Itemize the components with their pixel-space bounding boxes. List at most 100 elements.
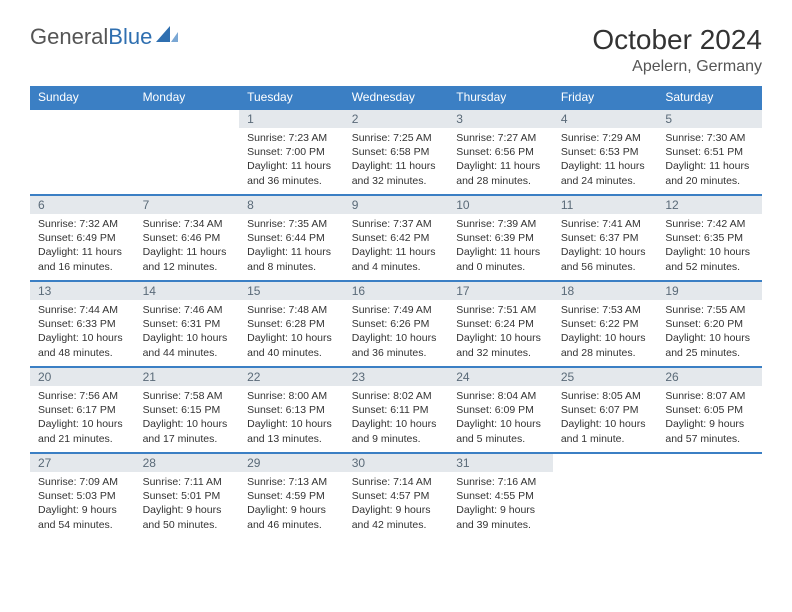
day-info: Sunrise: 7:39 AMSunset: 6:39 PMDaylight:… xyxy=(448,214,553,278)
calendar-day-cell: 16Sunrise: 7:49 AMSunset: 6:26 PMDayligh… xyxy=(344,281,449,367)
day-info: Sunrise: 8:05 AMSunset: 6:07 PMDaylight:… xyxy=(553,386,658,450)
calendar-week-row: 27Sunrise: 7:09 AMSunset: 5:03 PMDayligh… xyxy=(30,453,762,539)
day-number: 17 xyxy=(448,282,553,300)
calendar-day-cell: 22Sunrise: 8:00 AMSunset: 6:13 PMDayligh… xyxy=(239,367,344,453)
day-number: 9 xyxy=(344,196,449,214)
day-info: Sunrise: 7:49 AMSunset: 6:26 PMDaylight:… xyxy=(344,300,449,364)
calendar-day-cell xyxy=(553,453,658,539)
day-info: Sunrise: 7:48 AMSunset: 6:28 PMDaylight:… xyxy=(239,300,344,364)
day-number: 15 xyxy=(239,282,344,300)
day-info: Sunrise: 7:09 AMSunset: 5:03 PMDaylight:… xyxy=(30,472,135,536)
day-number: 23 xyxy=(344,368,449,386)
calendar-week-row: 1Sunrise: 7:23 AMSunset: 7:00 PMDaylight… xyxy=(30,109,762,195)
day-info: Sunrise: 7:44 AMSunset: 6:33 PMDaylight:… xyxy=(30,300,135,364)
day-number: 28 xyxy=(135,454,240,472)
calendar-day-cell: 28Sunrise: 7:11 AMSunset: 5:01 PMDayligh… xyxy=(135,453,240,539)
day-info: Sunrise: 7:27 AMSunset: 6:56 PMDaylight:… xyxy=(448,128,553,192)
weekday-header-row: SundayMondayTuesdayWednesdayThursdayFrid… xyxy=(30,86,762,109)
calendar-day-cell xyxy=(30,109,135,195)
day-number: 4 xyxy=(553,110,658,128)
location: Apelern, Germany xyxy=(592,58,762,76)
day-info: Sunrise: 7:42 AMSunset: 6:35 PMDaylight:… xyxy=(657,214,762,278)
day-number: 27 xyxy=(30,454,135,472)
calendar-day-cell: 20Sunrise: 7:56 AMSunset: 6:17 PMDayligh… xyxy=(30,367,135,453)
weekday-header: Tuesday xyxy=(239,86,344,109)
calendar-day-cell: 15Sunrise: 7:48 AMSunset: 6:28 PMDayligh… xyxy=(239,281,344,367)
calendar-day-cell: 5Sunrise: 7:30 AMSunset: 6:51 PMDaylight… xyxy=(657,109,762,195)
day-number: 8 xyxy=(239,196,344,214)
calendar-day-cell: 10Sunrise: 7:39 AMSunset: 6:39 PMDayligh… xyxy=(448,195,553,281)
weekday-header: Monday xyxy=(135,86,240,109)
day-number: 31 xyxy=(448,454,553,472)
day-info: Sunrise: 8:02 AMSunset: 6:11 PMDaylight:… xyxy=(344,386,449,450)
day-info: Sunrise: 7:13 AMSunset: 4:59 PMDaylight:… xyxy=(239,472,344,536)
calendar-day-cell: 29Sunrise: 7:13 AMSunset: 4:59 PMDayligh… xyxy=(239,453,344,539)
calendar-day-cell: 24Sunrise: 8:04 AMSunset: 6:09 PMDayligh… xyxy=(448,367,553,453)
day-number: 25 xyxy=(553,368,658,386)
logo-text-general: General xyxy=(30,24,108,50)
calendar-day-cell: 23Sunrise: 8:02 AMSunset: 6:11 PMDayligh… xyxy=(344,367,449,453)
day-number: 20 xyxy=(30,368,135,386)
calendar-day-cell: 13Sunrise: 7:44 AMSunset: 6:33 PMDayligh… xyxy=(30,281,135,367)
header: GeneralBlue October 2024 Apelern, German… xyxy=(30,24,762,76)
calendar-day-cell: 26Sunrise: 8:07 AMSunset: 6:05 PMDayligh… xyxy=(657,367,762,453)
month-title: October 2024 xyxy=(592,24,762,56)
day-info: Sunrise: 7:55 AMSunset: 6:20 PMDaylight:… xyxy=(657,300,762,364)
calendar-day-cell: 3Sunrise: 7:27 AMSunset: 6:56 PMDaylight… xyxy=(448,109,553,195)
day-number: 7 xyxy=(135,196,240,214)
calendar-body: 1Sunrise: 7:23 AMSunset: 7:00 PMDaylight… xyxy=(30,109,762,539)
day-info: Sunrise: 7:37 AMSunset: 6:42 PMDaylight:… xyxy=(344,214,449,278)
day-info: Sunrise: 7:11 AMSunset: 5:01 PMDaylight:… xyxy=(135,472,240,536)
day-number: 1 xyxy=(239,110,344,128)
calendar-day-cell: 21Sunrise: 7:58 AMSunset: 6:15 PMDayligh… xyxy=(135,367,240,453)
day-number: 29 xyxy=(239,454,344,472)
calendar-day-cell: 18Sunrise: 7:53 AMSunset: 6:22 PMDayligh… xyxy=(553,281,658,367)
day-info: Sunrise: 7:56 AMSunset: 6:17 PMDaylight:… xyxy=(30,386,135,450)
day-info: Sunrise: 8:04 AMSunset: 6:09 PMDaylight:… xyxy=(448,386,553,450)
day-info: Sunrise: 7:16 AMSunset: 4:55 PMDaylight:… xyxy=(448,472,553,536)
logo-text-blue: Blue xyxy=(108,24,152,50)
day-number: 12 xyxy=(657,196,762,214)
calendar-day-cell: 19Sunrise: 7:55 AMSunset: 6:20 PMDayligh… xyxy=(657,281,762,367)
logo-sail-icon xyxy=(156,24,178,50)
calendar-day-cell: 11Sunrise: 7:41 AMSunset: 6:37 PMDayligh… xyxy=(553,195,658,281)
day-info: Sunrise: 7:46 AMSunset: 6:31 PMDaylight:… xyxy=(135,300,240,364)
day-info: Sunrise: 7:32 AMSunset: 6:49 PMDaylight:… xyxy=(30,214,135,278)
day-number: 26 xyxy=(657,368,762,386)
day-number: 30 xyxy=(344,454,449,472)
weekday-header: Wednesday xyxy=(344,86,449,109)
day-number: 24 xyxy=(448,368,553,386)
day-info: Sunrise: 7:14 AMSunset: 4:57 PMDaylight:… xyxy=(344,472,449,536)
calendar-day-cell: 4Sunrise: 7:29 AMSunset: 6:53 PMDaylight… xyxy=(553,109,658,195)
day-number: 6 xyxy=(30,196,135,214)
calendar-day-cell: 17Sunrise: 7:51 AMSunset: 6:24 PMDayligh… xyxy=(448,281,553,367)
day-number: 5 xyxy=(657,110,762,128)
weekday-header: Thursday xyxy=(448,86,553,109)
day-info: Sunrise: 7:41 AMSunset: 6:37 PMDaylight:… xyxy=(553,214,658,278)
weekday-header: Sunday xyxy=(30,86,135,109)
calendar-day-cell: 31Sunrise: 7:16 AMSunset: 4:55 PMDayligh… xyxy=(448,453,553,539)
calendar-day-cell xyxy=(657,453,762,539)
day-info: Sunrise: 8:00 AMSunset: 6:13 PMDaylight:… xyxy=(239,386,344,450)
day-number: 18 xyxy=(553,282,658,300)
day-number: 11 xyxy=(553,196,658,214)
calendar-day-cell: 1Sunrise: 7:23 AMSunset: 7:00 PMDaylight… xyxy=(239,109,344,195)
title-block: October 2024 Apelern, Germany xyxy=(592,24,762,76)
day-info: Sunrise: 7:58 AMSunset: 6:15 PMDaylight:… xyxy=(135,386,240,450)
day-number: 16 xyxy=(344,282,449,300)
calendar-day-cell: 27Sunrise: 7:09 AMSunset: 5:03 PMDayligh… xyxy=(30,453,135,539)
day-info: Sunrise: 7:29 AMSunset: 6:53 PMDaylight:… xyxy=(553,128,658,192)
calendar-day-cell: 6Sunrise: 7:32 AMSunset: 6:49 PMDaylight… xyxy=(30,195,135,281)
day-info: Sunrise: 7:30 AMSunset: 6:51 PMDaylight:… xyxy=(657,128,762,192)
calendar-week-row: 20Sunrise: 7:56 AMSunset: 6:17 PMDayligh… xyxy=(30,367,762,453)
day-info: Sunrise: 7:53 AMSunset: 6:22 PMDaylight:… xyxy=(553,300,658,364)
calendar-day-cell: 25Sunrise: 8:05 AMSunset: 6:07 PMDayligh… xyxy=(553,367,658,453)
day-info: Sunrise: 7:34 AMSunset: 6:46 PMDaylight:… xyxy=(135,214,240,278)
day-number: 21 xyxy=(135,368,240,386)
day-info: Sunrise: 7:25 AMSunset: 6:58 PMDaylight:… xyxy=(344,128,449,192)
weekday-header: Saturday xyxy=(657,86,762,109)
calendar-week-row: 6Sunrise: 7:32 AMSunset: 6:49 PMDaylight… xyxy=(30,195,762,281)
logo: GeneralBlue xyxy=(30,24,178,50)
weekday-header: Friday xyxy=(553,86,658,109)
calendar-day-cell: 2Sunrise: 7:25 AMSunset: 6:58 PMDaylight… xyxy=(344,109,449,195)
